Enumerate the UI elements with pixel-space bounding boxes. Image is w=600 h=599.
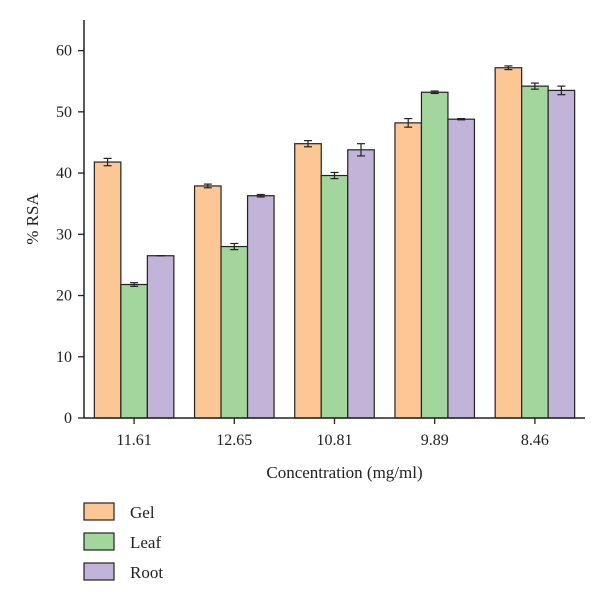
- bar-root-1: [146, 255, 175, 419]
- x-tick-label: 10.81: [317, 432, 353, 449]
- x-tick-label: 11.61: [116, 432, 151, 449]
- y-axis-label: % RSA: [23, 193, 42, 245]
- x-tick-label: 9.89: [421, 432, 449, 449]
- bars-layer: [93, 67, 576, 419]
- bar-leaf-2: [220, 245, 249, 419]
- y-tick-label: 50: [56, 104, 72, 121]
- legend-swatch-gel: [83, 502, 115, 521]
- x-axis-label: Concentration (mg/ml): [266, 463, 422, 482]
- y-axis-ticks: 0 10 20 30 40 50 60: [56, 43, 84, 427]
- legend-swatch-root: [83, 562, 115, 581]
- bar-root-4: [447, 118, 476, 419]
- y-tick-label: 0: [64, 410, 72, 427]
- bar-root-5: [547, 89, 576, 419]
- bar-gel-3: [294, 143, 322, 419]
- error-bars-layer: [103, 65, 566, 287]
- bar-gel-1: [93, 161, 122, 419]
- bar-leaf-5: [521, 85, 549, 419]
- bar-leaf-1: [120, 283, 148, 419]
- y-tick-label: 40: [56, 165, 72, 182]
- bar-root-2: [246, 195, 275, 419]
- legend-label-leaf: Leaf: [130, 533, 161, 552]
- bar-root-3: [347, 149, 375, 419]
- legend: Gel Leaf Root: [83, 502, 163, 582]
- y-tick-label: 60: [56, 43, 72, 60]
- bar-gel-5: [494, 67, 523, 419]
- legend-label-gel: Gel: [130, 503, 155, 522]
- legend-swatch-leaf: [83, 532, 115, 551]
- y-tick-label: 30: [56, 226, 72, 243]
- bar-gel-2: [193, 185, 222, 419]
- bar-gel-4: [394, 122, 423, 419]
- x-tick-label: 12.65: [216, 432, 252, 449]
- bar-leaf-4: [420, 91, 449, 419]
- legend-label-root: Root: [130, 563, 163, 582]
- y-tick-label: 10: [56, 349, 72, 366]
- x-axis-ticks: 11.61 12.65 10.81 9.89 8.46: [116, 418, 549, 449]
- bar-leaf-3: [320, 174, 349, 419]
- x-tick-label: 8.46: [521, 432, 549, 449]
- y-tick-label: 20: [56, 288, 72, 305]
